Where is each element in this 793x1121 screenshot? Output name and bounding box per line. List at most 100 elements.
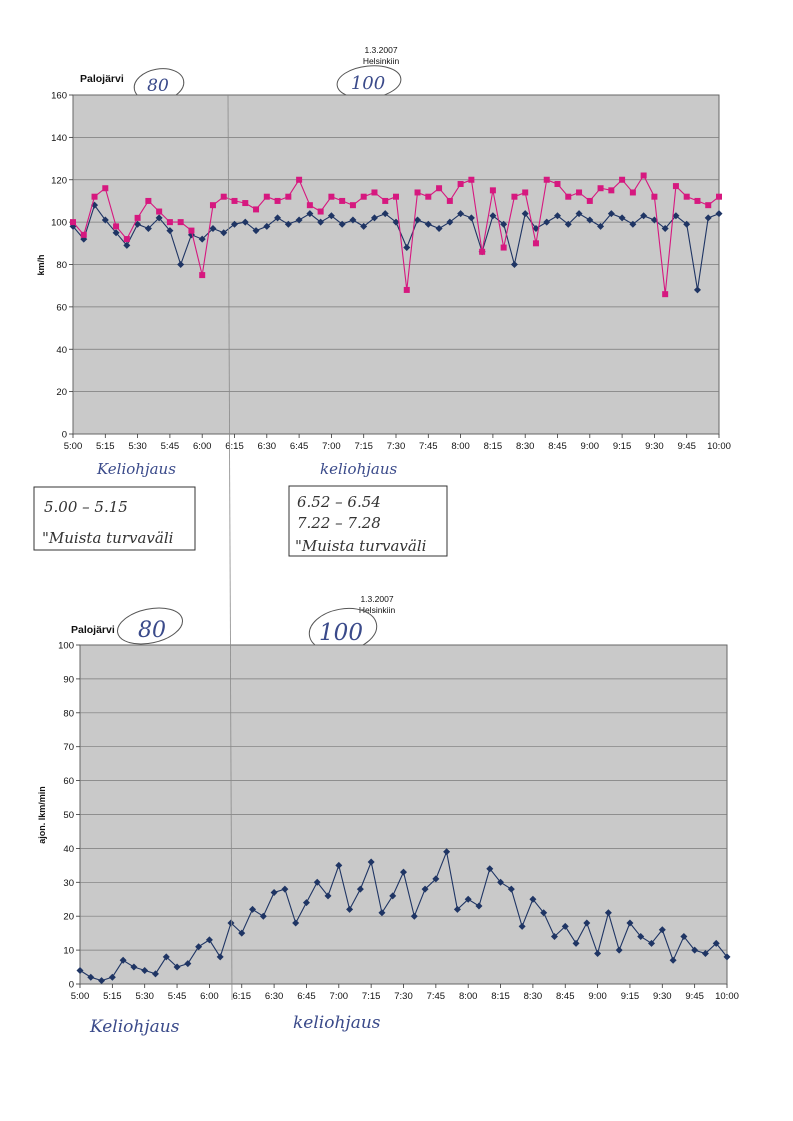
data-point bbox=[274, 214, 282, 222]
data-point bbox=[119, 956, 127, 964]
x-tick-label: 5:45 bbox=[161, 441, 180, 452]
data-point bbox=[565, 193, 572, 200]
note-box-right-line-2: 7.22 – 7.28 bbox=[297, 514, 381, 532]
data-point bbox=[500, 244, 507, 251]
data-point bbox=[597, 222, 605, 230]
y-tick-label: 40 bbox=[63, 844, 74, 855]
data-point bbox=[629, 189, 636, 196]
data-point bbox=[101, 216, 109, 224]
x-tick-label: 7:15 bbox=[354, 441, 373, 452]
data-point bbox=[145, 197, 152, 204]
data-point bbox=[209, 202, 216, 209]
y-tick-label: 60 bbox=[63, 776, 74, 787]
y-tick-label: 100 bbox=[51, 218, 67, 229]
data-point bbox=[367, 858, 375, 866]
data-point bbox=[284, 220, 292, 228]
data-point bbox=[378, 909, 386, 917]
data-point bbox=[151, 970, 159, 978]
data-point bbox=[242, 200, 249, 207]
data-point bbox=[672, 212, 680, 220]
x-tick-label: 8:45 bbox=[556, 991, 575, 1002]
chart2-title: Palojärvi bbox=[71, 624, 115, 636]
data-point bbox=[263, 193, 270, 200]
data-point bbox=[403, 286, 410, 293]
data-point bbox=[705, 202, 712, 209]
data-point bbox=[177, 219, 184, 226]
x-tick-label: 8:30 bbox=[516, 441, 535, 452]
x-tick-label: 7:30 bbox=[387, 441, 406, 452]
data-point bbox=[400, 868, 407, 876]
data-point bbox=[594, 949, 602, 957]
data-point bbox=[572, 939, 580, 947]
data-point bbox=[479, 248, 486, 255]
y-tick-label: 140 bbox=[51, 133, 67, 144]
data-point bbox=[302, 899, 310, 907]
data-point bbox=[704, 214, 712, 222]
chart1-date: 1.3.2007 bbox=[364, 45, 397, 55]
data-point bbox=[162, 953, 170, 961]
data-point bbox=[424, 220, 432, 228]
data-point bbox=[295, 216, 303, 224]
x-tick-label: 6:00 bbox=[193, 441, 212, 452]
data-point bbox=[346, 905, 354, 913]
data-point bbox=[370, 214, 378, 222]
y-tick-label: 70 bbox=[63, 742, 74, 753]
x-tick-label: 7:00 bbox=[322, 441, 341, 452]
x-tick-label: 6:45 bbox=[290, 441, 309, 452]
data-point bbox=[421, 885, 429, 893]
chart2-gridlines bbox=[80, 678, 727, 951]
x-tick-label: 9:45 bbox=[685, 991, 704, 1002]
x-tick-label: 9:15 bbox=[613, 441, 632, 452]
x-tick-label: 6:00 bbox=[200, 991, 219, 1002]
data-point bbox=[500, 220, 508, 228]
data-point bbox=[324, 892, 332, 900]
chart2-series bbox=[76, 848, 731, 985]
data-point bbox=[306, 210, 314, 218]
data-point bbox=[575, 210, 583, 218]
data-point bbox=[220, 193, 227, 200]
data-point bbox=[626, 919, 634, 927]
data-point bbox=[349, 202, 356, 209]
data-point bbox=[188, 227, 195, 234]
x-tick-label: 9:00 bbox=[588, 991, 607, 1002]
x-tick-label: 10:00 bbox=[715, 991, 739, 1002]
data-point bbox=[637, 933, 645, 941]
y-tick-label: 30 bbox=[63, 878, 74, 889]
data-point bbox=[317, 208, 324, 215]
data-point bbox=[680, 933, 688, 941]
data-point bbox=[393, 193, 399, 200]
data-point bbox=[446, 218, 454, 226]
data-point bbox=[252, 227, 260, 235]
data-point bbox=[701, 949, 709, 957]
data-point bbox=[618, 214, 626, 222]
data-point bbox=[586, 216, 594, 224]
data-point bbox=[87, 973, 95, 981]
data-point bbox=[511, 193, 518, 200]
data-point bbox=[338, 220, 346, 228]
data-point bbox=[220, 229, 228, 237]
data-point bbox=[576, 189, 583, 196]
x-tick-label: 5:00 bbox=[71, 991, 90, 1002]
data-point bbox=[292, 919, 300, 927]
data-point bbox=[253, 206, 260, 213]
data-point bbox=[464, 895, 472, 903]
data-point bbox=[285, 193, 292, 200]
hand-drawn-divider bbox=[227, 94, 233, 1001]
data-point bbox=[227, 919, 235, 927]
y-tick-label: 60 bbox=[56, 302, 67, 313]
data-point bbox=[371, 189, 378, 196]
data-point bbox=[583, 919, 591, 927]
data-point bbox=[521, 210, 529, 218]
data-point bbox=[339, 197, 346, 204]
data-point bbox=[216, 953, 224, 961]
data-point bbox=[712, 939, 720, 947]
data-point bbox=[231, 220, 238, 228]
data-point bbox=[274, 197, 281, 204]
data-point bbox=[661, 224, 669, 232]
data-point bbox=[475, 902, 483, 910]
data-point bbox=[607, 210, 615, 218]
data-point bbox=[522, 189, 529, 196]
y-tick-label: 10 bbox=[63, 946, 74, 957]
data-point bbox=[403, 244, 411, 252]
y-tick-label: 80 bbox=[63, 708, 74, 719]
